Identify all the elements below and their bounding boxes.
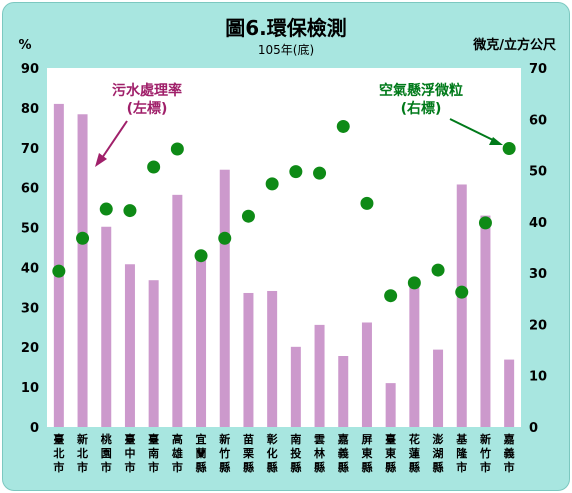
point-2 (76, 231, 90, 245)
right-tick-label: 70 (529, 62, 547, 77)
category-label-6: 高雄市 (171, 432, 183, 474)
category-label-5: 臺南市 (148, 432, 159, 474)
category-label-1: 臺北市 (53, 432, 64, 474)
category-label-12: 雲林縣 (314, 433, 325, 474)
bar-2 (77, 114, 88, 427)
point-12 (313, 166, 327, 180)
left-tick-label: 80 (21, 102, 39, 117)
annotation-left-arrow (99, 120, 128, 162)
category-label-11: 南投縣 (290, 432, 301, 474)
annotation-left-arrowhead (95, 153, 107, 167)
point-16 (407, 276, 421, 290)
category-label-9: 苗栗縣 (243, 432, 254, 474)
point-6 (170, 142, 184, 156)
annotation-right-arrow (449, 118, 496, 142)
left-tick-label: 20 (21, 341, 39, 356)
bar-10 (267, 290, 278, 427)
bar-9 (243, 292, 254, 427)
bar-14 (361, 322, 372, 427)
left-tick-label: 10 (21, 381, 39, 396)
category-label-8: 新竹縣 (218, 432, 230, 474)
point-17 (431, 263, 445, 277)
point-18 (455, 285, 469, 299)
annotation-left-line1: 污水處理率 (112, 82, 182, 99)
bar-6 (172, 194, 183, 427)
point-7 (194, 249, 208, 263)
left-axis-unit: % (18, 38, 31, 53)
annotation-left-line2: (左標) (127, 100, 168, 117)
left-tick-label: 70 (21, 142, 39, 157)
category-label-15: 臺東縣 (385, 432, 397, 474)
bar-15 (385, 383, 396, 427)
point-8 (218, 231, 232, 245)
point-3 (99, 202, 113, 216)
category-label-20: 嘉義市 (503, 432, 515, 474)
bar-20 (504, 359, 515, 427)
right-tick-label: 20 (529, 318, 547, 333)
bar-12 (314, 324, 325, 427)
bar-7 (196, 255, 207, 427)
bar-19 (480, 215, 491, 427)
point-5 (147, 160, 161, 174)
category-label-17: 澎湖縣 (433, 432, 444, 474)
left-tick-label: 40 (21, 261, 39, 276)
bar-11 (290, 346, 301, 427)
bar-5 (148, 280, 159, 427)
point-1 (52, 264, 66, 278)
chart-svg: 圖6.環保檢測 105年(底) % 微克/立方公尺 0 10 20 30 40 50 60 7… (18, 16, 556, 474)
right-tick-label: 10 (529, 370, 547, 385)
category-label-2: 新北市 (77, 432, 88, 474)
point-14 (360, 196, 374, 210)
point-20 (502, 142, 516, 156)
category-label-19: 新竹市 (479, 432, 491, 474)
bar-18 (456, 184, 467, 427)
annotation-right-line2: (右標) (401, 100, 442, 117)
point-4 (123, 204, 137, 218)
category-label-3: 桃園市 (101, 432, 112, 474)
point-10 (265, 177, 279, 191)
point-13 (336, 119, 350, 133)
right-tick-label: 30 (529, 267, 547, 282)
right-tick-label: 40 (529, 216, 547, 231)
right-tick-label: 0 (529, 421, 538, 436)
point-9 (241, 209, 255, 223)
bar-3 (101, 226, 112, 427)
left-tick-label: 60 (21, 182, 39, 197)
category-label-16: 花蓮縣 (409, 432, 420, 474)
category-label-4: 臺中市 (124, 432, 135, 474)
point-15 (384, 289, 398, 303)
point-11 (289, 165, 303, 179)
annotation-right-arrowhead (489, 137, 503, 145)
annotation-right-line1: 空氣懸浮微粒 (379, 82, 463, 99)
bar-4 (124, 264, 135, 427)
bar-17 (433, 349, 444, 427)
bar-8 (219, 169, 230, 427)
bar-16 (409, 283, 420, 427)
left-tick-label: 0 (30, 421, 39, 436)
chart-title: 圖6.環保檢測 (225, 16, 347, 40)
chart-subtitle: 105年(底) (258, 42, 314, 57)
category-label-7: 宜蘭縣 (196, 432, 207, 474)
right-tick-label: 60 (529, 113, 547, 128)
category-label-10: 彰化縣 (267, 432, 278, 474)
category-label-14: 屏東縣 (361, 433, 373, 474)
left-tick-label: 90 (21, 62, 39, 77)
left-tick-label: 30 (21, 301, 39, 316)
category-label-18: 基隆市 (455, 432, 468, 474)
point-19 (478, 216, 492, 230)
plot-area (47, 68, 521, 427)
bar-13 (338, 355, 349, 427)
category-label-13: 嘉義縣 (337, 432, 349, 474)
right-tick-label: 50 (529, 165, 547, 180)
left-tick-label: 50 (21, 222, 39, 237)
right-axis-unit: 微克/立方公尺 (472, 37, 556, 53)
